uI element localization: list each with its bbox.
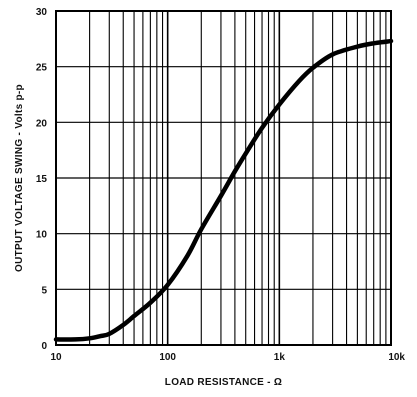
y-tick-label: 25 — [36, 63, 48, 74]
x-tick-label: 10k — [388, 352, 405, 363]
series-layer — [53, 38, 394, 342]
x-axis-title: LOAD RESISTANCE - Ω — [165, 377, 282, 388]
x-tick-label: 1k — [274, 352, 286, 363]
plot-frame — [55, 10, 392, 346]
y-tick-label: 0 — [41, 341, 47, 352]
y-tick-label: 10 — [36, 230, 48, 241]
y-tick-label: 5 — [41, 285, 47, 296]
x-tick-label: 100 — [159, 352, 176, 363]
y-tick-label: 20 — [36, 118, 48, 129]
y-tick-label: 15 — [36, 174, 48, 185]
x-tick-label: 10 — [50, 352, 62, 363]
series-line — [53, 38, 394, 342]
grid-lines — [55, 10, 391, 346]
y-axis-title: OUTPUT VOLTAGE SWING - Volts p-p — [14, 84, 25, 272]
y-tick-label: 30 — [36, 7, 48, 18]
tick-labels: 10 100 1k 10k 0 5 10 15 20 25 30 — [36, 7, 406, 363]
